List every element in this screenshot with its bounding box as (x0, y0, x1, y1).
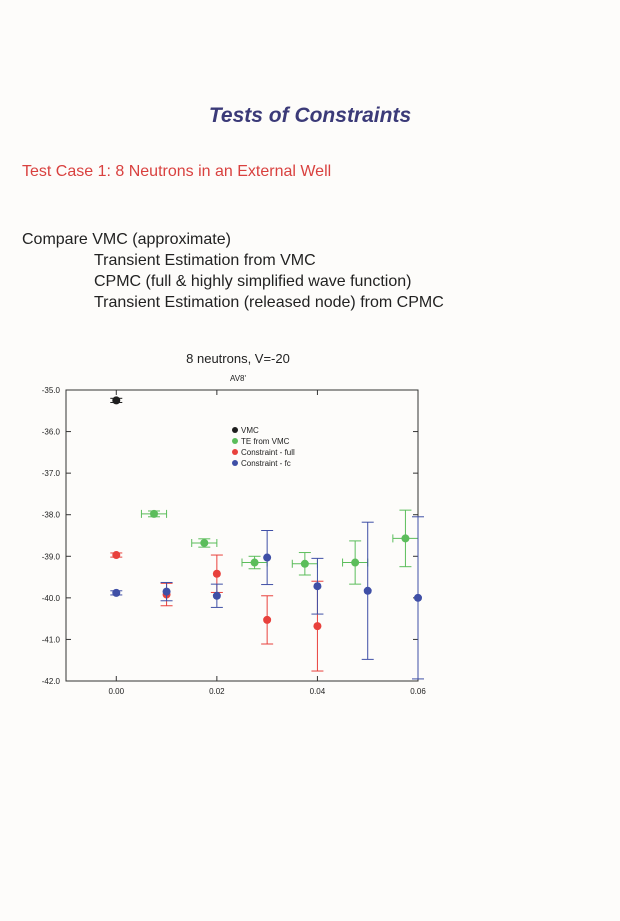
data-point (263, 615, 272, 624)
x-tick-label: 0.02 (209, 687, 225, 696)
y-tick-label: -38.0 (42, 511, 61, 520)
compare-item: CPMC (full & highly simplified wave func… (94, 273, 412, 290)
data-point (313, 582, 322, 591)
data-marks (110, 396, 424, 680)
y-axis: -35.0 -36.0 -37.0 -38.0 -39.0 -40.0 -41.0 -42.0 (42, 386, 418, 686)
compare-list: Compare VMC (approximate) Transient Esti… (22, 229, 444, 313)
data-point (212, 591, 221, 600)
chart-title: 8 neutrons, V=-20 (186, 351, 290, 366)
data-point (112, 551, 121, 560)
test-case-heading: Test Case 1: 8 Neutrons in an External W… (22, 163, 332, 180)
compare-heading: Compare VMC (approximate) (22, 231, 231, 248)
x-tick-label: 0.06 (410, 687, 426, 696)
y-tick-label: -42.0 (42, 677, 61, 686)
x-tick-label: 0.00 (108, 687, 124, 696)
x-tick-label: 0.04 (310, 687, 326, 696)
y-tick-label: -35.0 (42, 386, 61, 395)
legend-label: Constraint - full (241, 448, 295, 457)
data-point (263, 553, 272, 562)
data-point (150, 509, 158, 518)
compare-item: Transient Estimation (released node) fro… (94, 294, 444, 311)
energy-chart: 8 neutrons, V=-20 AV8' -35.0-36.0-37.0-3… (42, 351, 427, 696)
legend-label: TE from VMC (241, 437, 290, 446)
data-point (112, 588, 121, 597)
data-point (363, 586, 372, 595)
y-tick-label: -37.0 (42, 469, 61, 478)
legend-swatch (232, 427, 238, 433)
data-point (414, 593, 422, 602)
data-point (300, 559, 309, 568)
y-tick-label: -40.0 (42, 594, 61, 603)
data-point (162, 587, 171, 596)
legend-swatch (232, 460, 238, 466)
chart-subtitle: AV8' (230, 374, 247, 383)
data-point (112, 396, 121, 405)
data-point (212, 569, 221, 578)
data-point (401, 534, 410, 543)
legend-label: Constraint - fc (241, 459, 291, 468)
legend: VMC TE from VMC Constraint - full Constrain… (232, 426, 295, 468)
legend-swatch (232, 438, 238, 444)
y-tick-label: -39.0 (42, 552, 61, 561)
y-tick-label: -41.0 (42, 635, 61, 644)
x-axis: 0.00 0.02 0.04 0.06 (108, 390, 426, 696)
legend-swatch (232, 449, 238, 455)
data-point (351, 558, 360, 567)
legend-label: VMC (241, 426, 259, 435)
data-point (200, 538, 209, 547)
compare-item: Transient Estimation from VMC (94, 252, 316, 269)
page-title: Tests of Constraints (208, 104, 412, 127)
y-tick-label: -36.0 (42, 428, 61, 437)
data-point (250, 558, 259, 567)
data-point (313, 622, 322, 631)
